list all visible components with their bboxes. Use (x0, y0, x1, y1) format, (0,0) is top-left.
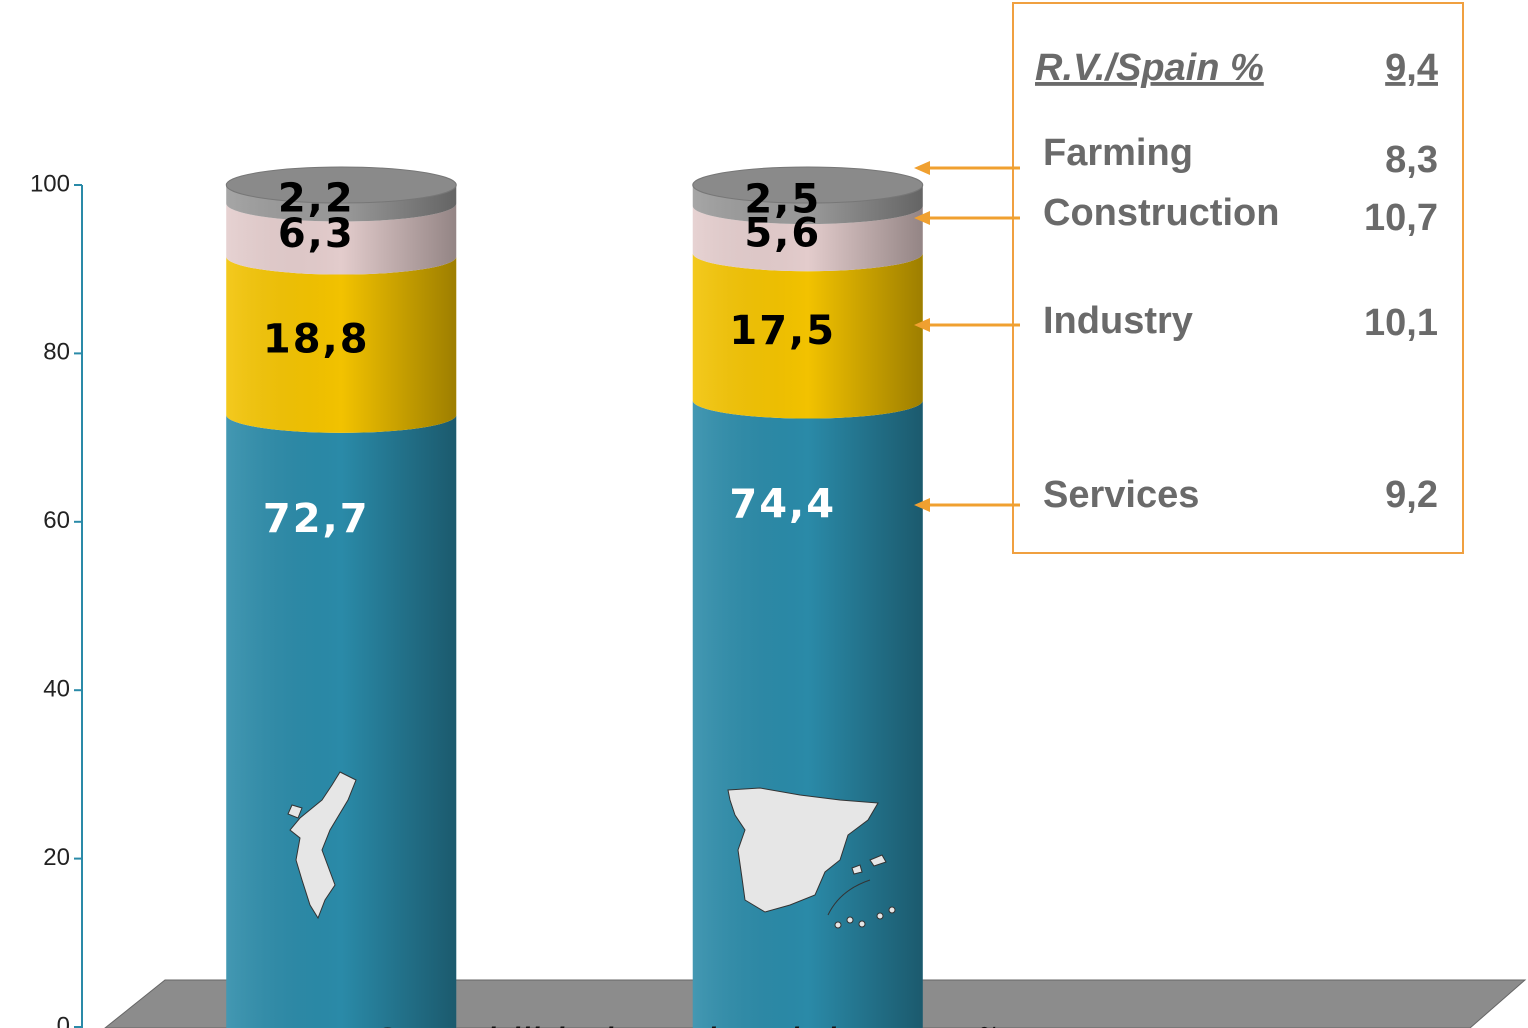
ratio-value: 9,2 (1385, 474, 1438, 516)
value-label: 74,4 (729, 482, 836, 528)
legend-label: Farming (1043, 132, 1193, 174)
legend-label: Construction (1043, 192, 1279, 234)
value-label: 6,3 (278, 211, 355, 257)
y-tick-label: 60 (43, 507, 70, 534)
arrow-head (914, 161, 930, 175)
bar-shade (692, 253, 923, 419)
bar-top (692, 166, 924, 204)
arrow-head (914, 318, 930, 332)
ratio-title: R.V./Spain % (1035, 47, 1264, 89)
map-spain (727, 787, 879, 913)
ratio-value: 10,1 (1364, 302, 1438, 344)
legend-label: Industry (1043, 300, 1193, 342)
map-valencia (289, 771, 357, 920)
value-label: 18,8 (263, 317, 370, 363)
bar-shade (226, 414, 457, 1028)
y-tick-label: 80 (43, 339, 70, 366)
ratio-total: 9,4 (1385, 47, 1438, 89)
bar-shade (226, 256, 457, 433)
legend-label: Services (1043, 474, 1199, 516)
map-valencia-islet (287, 804, 303, 819)
arrow-head (914, 498, 930, 512)
ratio-box (1012, 2, 1464, 554)
map-baleares-2 (851, 864, 863, 875)
map-baleares (869, 854, 887, 867)
value-label: 17,5 (729, 308, 836, 354)
value-label: 2,5 (744, 177, 821, 223)
map-canarias-line (827, 879, 871, 916)
bar-shade (692, 185, 923, 225)
bar-shade (692, 206, 923, 272)
value-label: 2,2 (278, 175, 355, 221)
bar-shade (226, 203, 457, 275)
map-canarias (834, 906, 896, 929)
source: Fuente: INE "Contabilidad Regional de Es… (105, 1019, 1039, 1028)
y-tick-label: 0 (57, 1012, 70, 1028)
y-tick-label: 40 (43, 676, 70, 703)
arrow-head (914, 211, 930, 225)
value-label: 72,7 (263, 496, 370, 542)
bars (225, 166, 924, 1028)
ratio-value: 8,3 (1385, 139, 1438, 181)
ratio-value: 10,7 (1364, 197, 1438, 239)
y-tick-label: 100 (30, 170, 70, 197)
bar-top (225, 166, 457, 204)
value-label: 5,6 (744, 211, 821, 257)
y-tick-label: 20 (43, 844, 70, 871)
